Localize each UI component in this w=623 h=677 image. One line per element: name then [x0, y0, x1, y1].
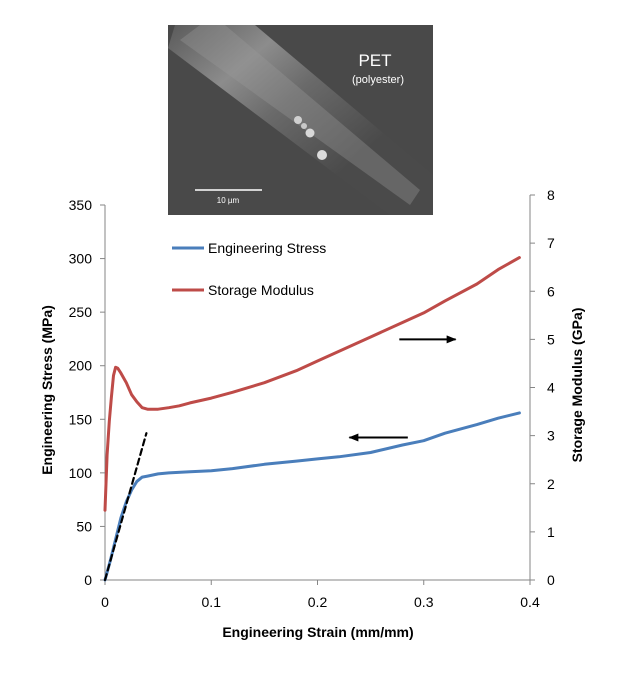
y2-tick-label: 2 — [547, 476, 555, 492]
legend-label-stress: Engineering Stress — [208, 240, 326, 256]
legend: Engineering Stress Storage Modulus — [172, 240, 326, 298]
y2-tick-label: 7 — [547, 235, 555, 251]
y-tick-label: 0 — [84, 572, 92, 588]
y2-tick-label: 0 — [547, 572, 555, 588]
scale-bar-label: 10 µm — [217, 196, 240, 205]
y2-tick-label: 5 — [547, 331, 555, 347]
y-tick-label: 100 — [69, 465, 93, 481]
sem-inset-image: PET (polyester) 10 µm — [168, 25, 433, 215]
series-group — [103, 256, 521, 582]
y-axis-label-right: Storage Modulus (GPa) — [569, 308, 585, 463]
x-tick-label: 0.3 — [414, 594, 434, 610]
legend-label-modulus: Storage Modulus — [208, 282, 314, 298]
y2-tick-label: 4 — [547, 380, 555, 396]
x-tick-label: 0 — [101, 594, 109, 610]
y2-tick-label: 3 — [547, 428, 555, 444]
y-tick-label: 300 — [69, 251, 93, 267]
inset-subtitle: (polyester) — [352, 74, 404, 86]
x-tick-label: 0.2 — [308, 594, 328, 610]
series-line-engineering-stress — [103, 411, 521, 582]
x-axis-label: Engineering Strain (mm/mm) — [222, 624, 413, 640]
y-tick-label: 200 — [69, 358, 93, 374]
y-tick-label: 250 — [69, 304, 93, 320]
y2-tick-label: 6 — [547, 283, 555, 299]
y-axis-label-left: Engineering Stress (MPa) — [39, 305, 55, 475]
series-line-storage-modulus — [103, 256, 521, 512]
y-ticks-left: 0 50 100 150 200 250 300 350 — [69, 197, 105, 588]
annotations — [348, 335, 457, 442]
y-tick-label: 350 — [69, 197, 93, 213]
inset-title: PET — [358, 51, 391, 70]
y-tick-label: 150 — [69, 411, 93, 427]
x-tick-label: 0.1 — [202, 594, 222, 610]
y2-tick-label: 1 — [547, 524, 555, 540]
x-ticks: 0 0.1 0.2 0.3 0.4 — [101, 580, 540, 610]
x-tick-label: 0.4 — [520, 594, 540, 610]
y2-tick-label: 8 — [547, 187, 555, 203]
y-ticks-right: 0 1 2 3 4 5 6 7 8 — [530, 187, 555, 588]
y-tick-label: 50 — [76, 518, 92, 534]
elastic-slope-dashed-line — [103, 432, 148, 582]
